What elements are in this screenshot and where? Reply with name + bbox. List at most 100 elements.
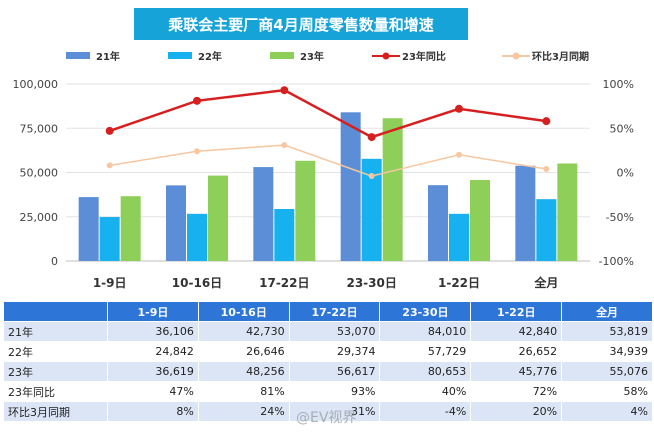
chart-title: 乘联会主要厂商4月周度零售数量和增速 — [167, 16, 433, 34]
bar-22年 — [449, 213, 469, 261]
table-row: 21年 36,106 42,730 53,070 84,010 42,840 53,819 — [3, 321, 653, 342]
table-cell: 42,840 — [470, 321, 563, 342]
bar-23年 — [295, 160, 316, 261]
table-cell: 93% — [288, 381, 381, 402]
table-header-cell: 10-16日 — [197, 301, 290, 322]
bar-22年 — [361, 158, 382, 261]
legend-swatch — [168, 52, 192, 59]
table-header: 1-9日 10-16日 17-22日 23-30日 1-22日 全月 — [3, 301, 653, 322]
table-cell: 72% — [470, 381, 563, 402]
category-label: 23-30日 — [346, 276, 396, 290]
watermark: @EV视界 — [296, 410, 357, 426]
table-header-cell: 23-30日 — [379, 301, 472, 322]
left-axis: 100,000 75,000 50,000 25,000 0 — [13, 78, 59, 268]
table-cell: 20% — [470, 401, 563, 422]
row-label: 23年同比 — [3, 381, 108, 402]
right-tick-label: 100% — [603, 78, 634, 91]
point-环比3月同期 — [194, 148, 200, 155]
left-tick-label: 75,000 — [20, 122, 59, 135]
left-tick-label: 50,000 — [20, 167, 59, 180]
point-23年同比 — [542, 117, 551, 126]
table-cell: 40% — [379, 381, 472, 402]
table-cell: 31% — [288, 401, 381, 422]
category-label: 1-22日 — [438, 276, 480, 290]
legend-label: 23年 — [300, 50, 324, 63]
bar-21年 — [515, 165, 536, 261]
table-body: 21年 36,106 42,730 53,070 84,010 42,840 53,819 2… — [3, 321, 653, 422]
table-cell: 53,070 — [288, 321, 381, 342]
category-label: 10-16日 — [172, 276, 222, 290]
point-23年同比 — [193, 96, 201, 105]
right-tick-label: 0% — [617, 167, 634, 180]
bar-23年 — [557, 163, 578, 261]
point-环比3月同期 — [456, 151, 462, 158]
category-label: 1-9日 — [93, 276, 127, 290]
line-环比3月同期 — [109, 144, 547, 177]
row-label: 21年 — [3, 321, 108, 342]
table-header-cell — [3, 301, 108, 322]
bar-23年 — [470, 179, 490, 261]
legend-label: 23年同比 — [402, 50, 446, 63]
legend-label: 21年 — [96, 50, 120, 63]
bar-23年 — [120, 196, 141, 261]
row-label: 23年 — [3, 361, 108, 382]
table-header-cell: 1-22日 — [470, 301, 563, 322]
row-label: 环比3月同期 — [3, 401, 108, 422]
table-cell: 55,076 — [561, 361, 653, 382]
right-tick-label: -50% — [606, 211, 634, 224]
bar-21年 — [428, 185, 448, 261]
bar-21年 — [340, 112, 361, 261]
bar-23年 — [208, 175, 228, 261]
table-cell: 36,106 — [107, 321, 199, 342]
table-cell: 42,730 — [197, 321, 290, 342]
point-23年同比 — [105, 126, 114, 135]
table-cell: 84,010 — [379, 321, 472, 342]
table-header-cell: 1-9日 — [107, 301, 199, 322]
legend-label: 22年 — [198, 50, 222, 63]
row-label: 22年 — [3, 341, 108, 362]
table-cell: 80,653 — [379, 361, 472, 382]
right-axis: 100% 50% 0% -50% -100% — [599, 78, 634, 268]
table-cell: 58% — [561, 381, 653, 402]
bar-21年 — [78, 197, 99, 261]
right-tick-label: -100% — [599, 255, 634, 268]
point-环比3月同期 — [543, 165, 550, 172]
chart-title-bg — [134, 8, 468, 40]
bar-23年 — [382, 118, 403, 261]
legend-swatch — [66, 52, 90, 59]
table-cell: 29,374 — [288, 341, 381, 362]
table-cell: 24,842 — [107, 341, 199, 362]
table-cell: -4% — [379, 401, 472, 422]
bars — [78, 112, 578, 261]
table-cell: 4% — [561, 401, 653, 422]
right-tick-label: 50% — [610, 122, 634, 135]
category-label: 全月 — [533, 275, 558, 290]
data-table: 1-9日 10-16日 17-22日 23-30日 1-22日 全月 21年 36,106 4… — [3, 301, 653, 422]
table-cell: 24% — [197, 401, 290, 422]
bar-21年 — [253, 167, 274, 261]
point-环比3月同期 — [281, 142, 288, 149]
left-tick-label: 0 — [51, 255, 58, 268]
table-header-cell: 全月 — [561, 301, 653, 322]
table-header-cell: 17-22日 — [288, 301, 381, 322]
table-row: 23年同比 47% 81% 93% 40% 72% 58% — [3, 381, 653, 402]
point-环比3月同期 — [368, 173, 375, 180]
table-cell: 53,819 — [561, 321, 653, 342]
legend-label: 环比3月同期 — [532, 50, 589, 63]
table-cell: 56,617 — [288, 361, 381, 382]
table-cell: 26,646 — [197, 341, 290, 362]
legend: 21年 22年 23年 23年同比 环比3月同期 — [66, 50, 589, 63]
table-row: 环比3月同期 8% 24% 31% -4% 20% 4% — [3, 401, 653, 422]
table-row: 22年 24,842 26,646 29,374 57,729 26,652 34,939 — [3, 341, 653, 362]
category-axis: 1-9日 10-16日 17-22日 23-30日 1-22日 全月 — [93, 275, 559, 290]
left-tick-label: 100,000 — [13, 78, 59, 91]
table-cell: 81% — [197, 381, 290, 402]
category-label: 17-22日 — [259, 276, 309, 290]
bar-22年 — [187, 213, 207, 261]
table-cell: 34,939 — [561, 341, 653, 362]
point-23年同比 — [455, 104, 463, 113]
line-23年同比 — [109, 88, 547, 139]
table-cell: 45,776 — [470, 361, 563, 382]
grid — [66, 83, 590, 262]
table-cell: 26,652 — [470, 341, 563, 362]
